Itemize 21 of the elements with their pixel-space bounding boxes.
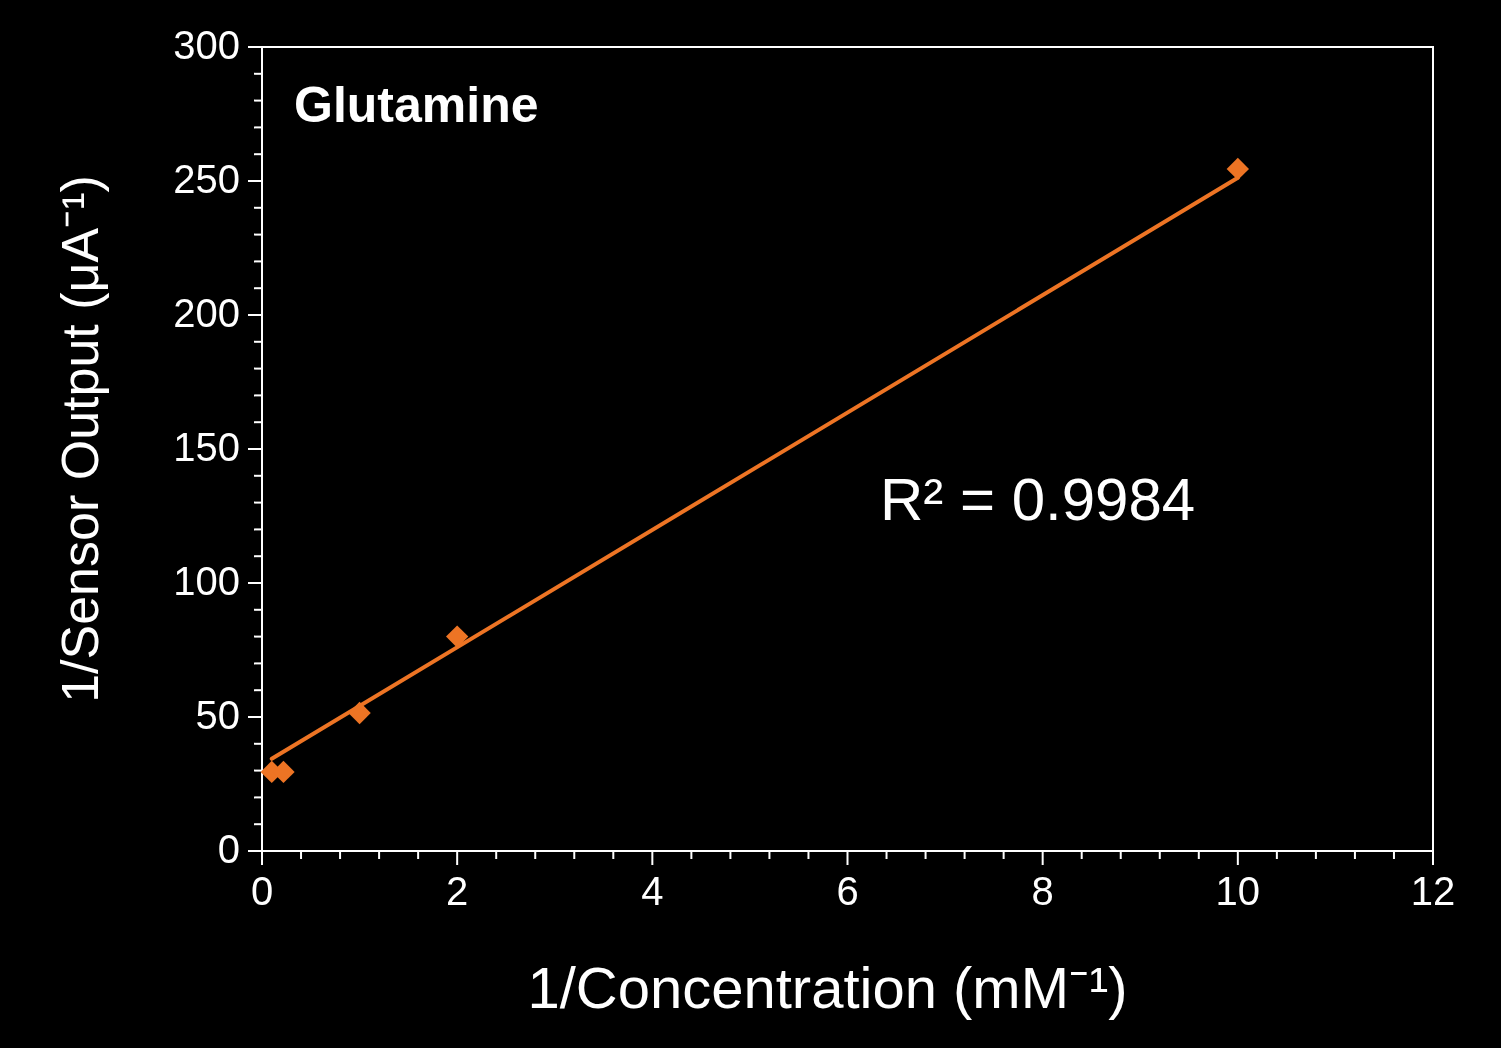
y-tick-label: 50 bbox=[195, 693, 240, 737]
point bbox=[348, 701, 371, 725]
x-tick-label: 0 bbox=[250, 869, 274, 913]
x-tick-label: 8 bbox=[1031, 869, 1054, 913]
x-tick-label: 6 bbox=[836, 869, 859, 913]
x-tick-label: 4 bbox=[641, 869, 664, 913]
y-axis-title: 1/Sensor Output (μA⁻¹) bbox=[51, 175, 109, 703]
y-tick-label: 100 bbox=[173, 559, 240, 603]
point bbox=[445, 625, 469, 648]
x-tick-label: 10 bbox=[1215, 869, 1261, 913]
annotation: R² = 0.9984 bbox=[880, 466, 1196, 533]
y-tick-label: 250 bbox=[173, 157, 240, 201]
text: Glutamine bbox=[294, 77, 539, 133]
x-tick-label: 2 bbox=[446, 869, 469, 913]
x-axis-title: 1/Concentration (mM⁻¹) bbox=[527, 955, 1128, 1020]
point bbox=[1226, 157, 1250, 181]
y-tick-label: 150 bbox=[173, 425, 240, 469]
y-tick-label: 300 bbox=[173, 23, 240, 67]
y-tick-label: 200 bbox=[173, 291, 240, 335]
y-tick-label: 0 bbox=[217, 827, 240, 871]
x-tick-label: 12 bbox=[1410, 869, 1456, 913]
